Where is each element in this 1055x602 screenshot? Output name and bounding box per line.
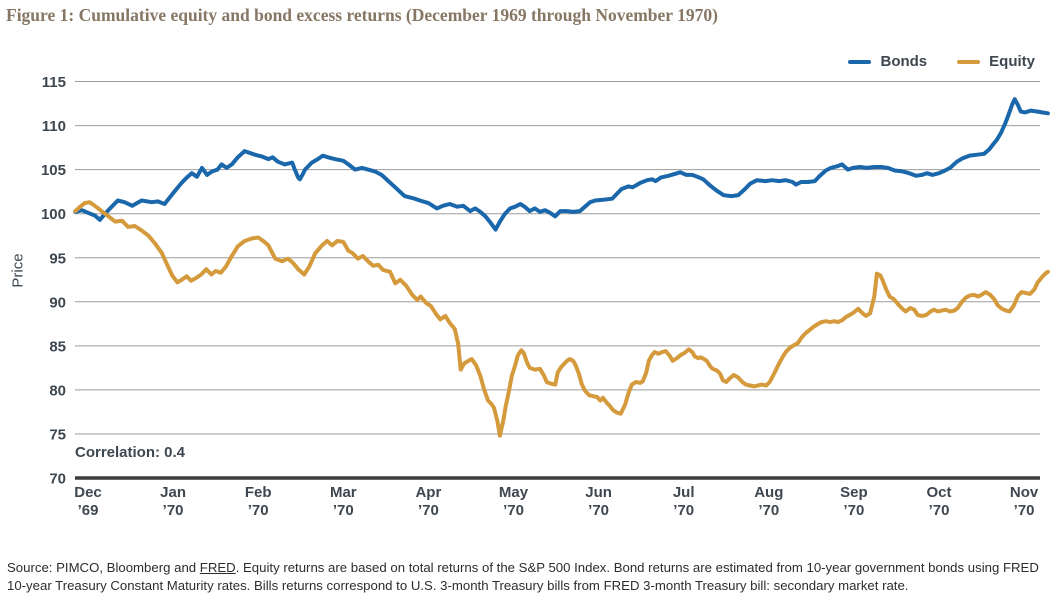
bonds-line (73, 97, 1050, 232)
bonds-line-swatch-icon (848, 59, 872, 64)
y-tick-label: 105 (41, 162, 66, 179)
y-tick-label: 110 (42, 118, 66, 135)
x-tick-label: ’70 (503, 502, 524, 519)
x-tick-label: Jun (585, 484, 612, 501)
x-tick-label: Apr (415, 484, 441, 501)
x-tick-label: ’70 (673, 502, 694, 519)
equity-line-swatch-icon (957, 59, 981, 64)
line-chart: 707580859095100105110115Dec’69Jan’70Feb’… (41, 74, 1050, 519)
source-note-text: 10-year Treasury Constant Maturity rates… (7, 578, 909, 594)
x-tick-label: Mar (330, 484, 357, 501)
x-tick-label: ’70 (248, 502, 269, 519)
y-tick-label: 95 (49, 250, 66, 267)
x-tick-label: ’70 (418, 502, 439, 519)
x-tick-label: ’70 (929, 502, 950, 519)
legend-label-bonds: Bonds (880, 53, 928, 70)
fred-link[interactable]: FRED (199, 560, 236, 576)
y-tick-label: 100 (41, 206, 66, 223)
x-tick-label: ’70 (588, 502, 609, 519)
x-tick-label: Oct (926, 484, 951, 501)
y-tick-label: 70 (49, 471, 66, 488)
x-tick-label: ’69 (78, 502, 99, 519)
y-tick-label: 90 (49, 294, 66, 311)
chart-legend: Bonds Equity (848, 53, 1035, 70)
x-tick-label: Aug (754, 484, 783, 501)
correlation-note: Correlation: 0.4 (75, 444, 186, 461)
x-tick-label: May (499, 484, 529, 501)
x-tick-label: Jan (160, 484, 186, 501)
source-note: Source: PIMCO, Bloomberg and FRED. Equit… (7, 559, 1049, 595)
y-tick-label: 80 (49, 382, 66, 399)
y-tick-label: 115 (42, 74, 66, 91)
legend-item-bonds: Bonds (848, 53, 927, 70)
legend-item-equity: Equity (957, 53, 1035, 70)
x-tick-label: Jul (673, 484, 695, 501)
equity-line (73, 200, 1050, 438)
source-note-text: Source: PIMCO, Bloomberg and (7, 560, 200, 576)
figure-title: Figure 1: Cumulative equity and bond exc… (6, 5, 718, 25)
x-tick-label: ’70 (758, 502, 779, 519)
x-tick-label: Sep (840, 484, 868, 501)
y-tick-label: 85 (49, 338, 66, 355)
y-tick-label: 75 (49, 426, 66, 443)
x-tick-label: Dec (74, 484, 102, 501)
x-tick-label: ’70 (163, 502, 184, 519)
y-axis-title: Price (9, 253, 27, 288)
x-tick-label: ’70 (333, 502, 354, 519)
x-tick-label: Feb (245, 484, 272, 501)
x-tick-label: Nov (1010, 484, 1039, 501)
legend-label-equity: Equity (989, 53, 1035, 70)
source-note-text: . Equity returns are based on total retu… (235, 560, 1039, 576)
x-tick-label: ’70 (843, 502, 864, 519)
x-tick-label: ’70 (1014, 502, 1035, 519)
